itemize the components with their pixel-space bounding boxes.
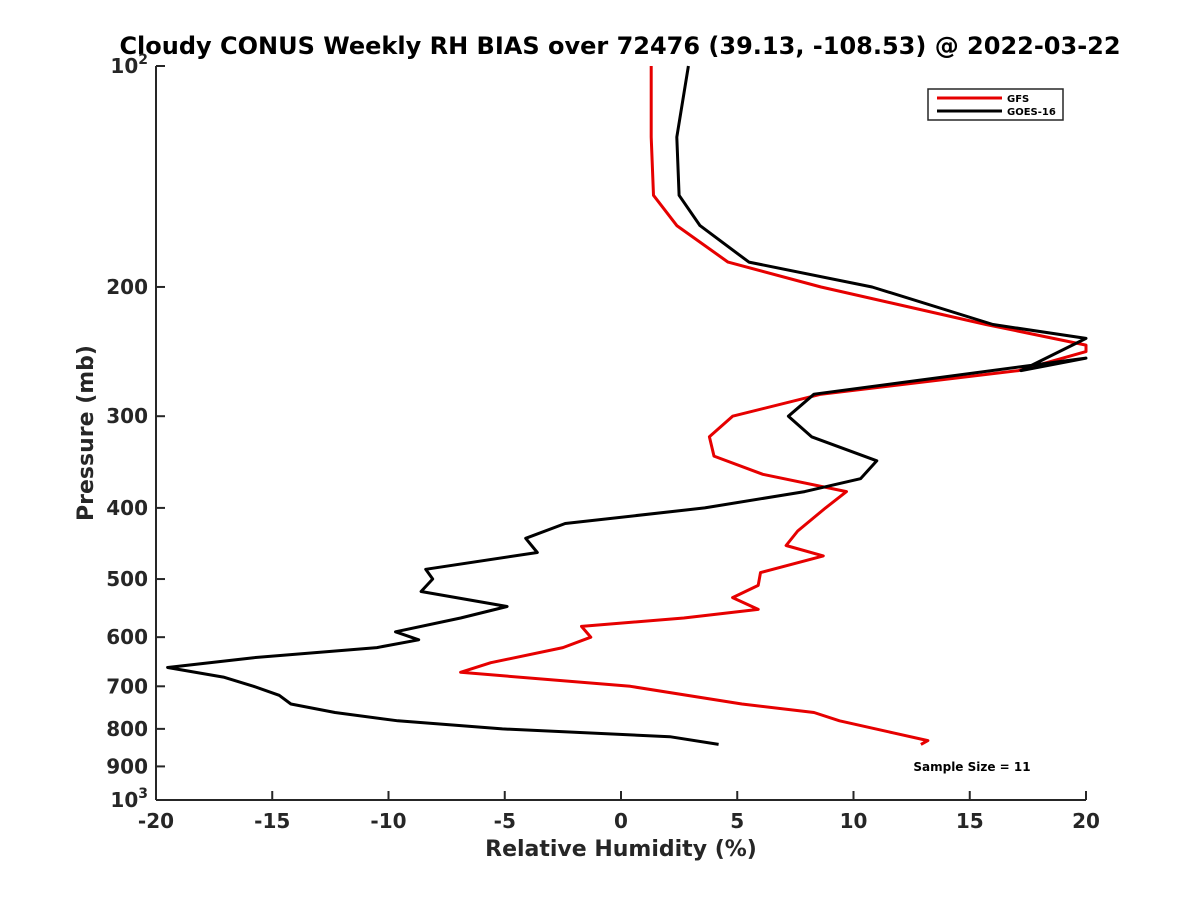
legend-box (927, 88, 1064, 121)
x-tick-label: 0 (614, 809, 628, 833)
legend-label: GFS (1007, 94, 1029, 105)
y-axis-label: Pressure (mb) (74, 345, 99, 521)
y-tick-label: 900 (106, 754, 148, 778)
x-axis-label: Relative Humidity (%) (485, 837, 757, 862)
y-tick-label: 200 (106, 275, 148, 299)
sample-size-annotation: Sample Size = 11 (913, 760, 1030, 774)
x-tick-label: 10 (840, 809, 868, 833)
x-tick-label: 15 (956, 809, 984, 833)
x-tick-label: -15 (254, 809, 290, 833)
y-tick-label: 800 (106, 717, 148, 741)
y-tick-label: 300 (106, 404, 148, 428)
series-line-gfs (459, 66, 1088, 746)
chart-title: Cloudy CONUS Weekly RH BIAS over 72476 (… (119, 32, 1120, 60)
y-ticks: 102 200 300 400 500 600 700 800 900 103 (106, 52, 165, 812)
x-tick-label: -20 (138, 809, 174, 833)
x-tick-label: -10 (370, 809, 406, 833)
legend-label: GOES-16 (1007, 107, 1056, 118)
series-line-goes-16 (166, 65, 1088, 746)
y-tick-label: 700 (106, 674, 148, 698)
x-tick-label: -5 (494, 809, 516, 833)
legend: GFS GOES-16 (927, 88, 1064, 121)
y-tick-label: 500 (106, 567, 148, 591)
y-tick-label: 400 (106, 496, 148, 520)
y-tick-label: 102 (110, 52, 148, 78)
series-layer (166, 65, 1088, 746)
x-ticks: -20 -15 -10 -5 0 5 10 15 20 (138, 791, 1100, 833)
y-tick-label: 600 (106, 625, 148, 649)
x-tick-label: 20 (1072, 809, 1100, 833)
x-tick-label: 5 (730, 809, 744, 833)
y-tick-label: 103 (110, 786, 148, 812)
